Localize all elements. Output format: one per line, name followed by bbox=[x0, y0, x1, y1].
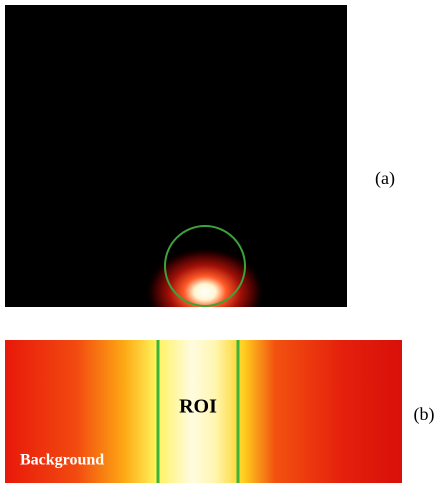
panel-label: (a) bbox=[375, 168, 395, 189]
figure: (a) ROI Background (b) bbox=[0, 0, 446, 485]
panel-label: (b) bbox=[414, 404, 435, 425]
background-label: Background bbox=[20, 452, 104, 469]
panel-a: (a) bbox=[5, 5, 395, 307]
roi-label: ROI bbox=[179, 396, 217, 418]
panel-b: ROI Background (b) bbox=[5, 340, 435, 483]
glow bbox=[5, 5, 347, 307]
